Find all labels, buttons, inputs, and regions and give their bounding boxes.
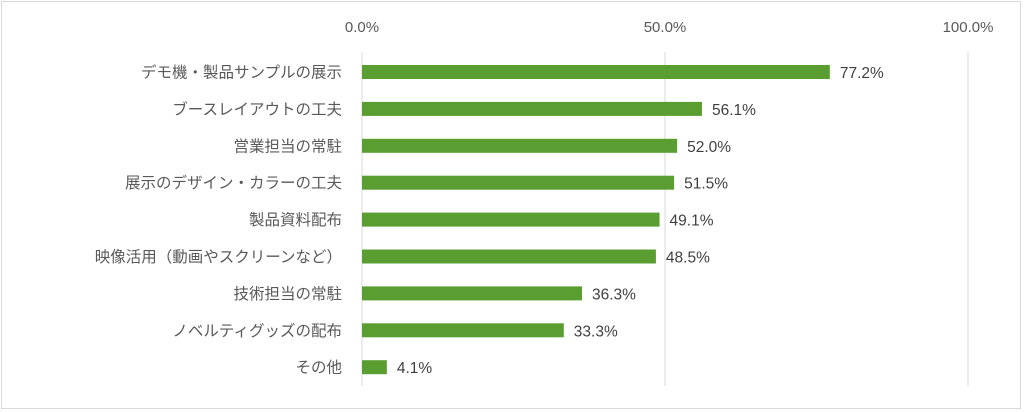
category-label: 展示のデザイン・カラーの工夫 xyxy=(125,173,342,192)
bar xyxy=(362,286,582,301)
category-label: ノベルティグッズの配布 xyxy=(172,322,342,340)
bar xyxy=(362,175,675,190)
value-label: 49.1% xyxy=(670,213,714,230)
category-label: その他 xyxy=(295,359,342,377)
bar xyxy=(362,212,660,227)
bar xyxy=(362,101,702,116)
category-label: 技術担当の常駐 xyxy=(233,285,342,303)
value-label: 36.3% xyxy=(592,286,636,303)
bars xyxy=(362,65,830,375)
value-label: 51.5% xyxy=(684,176,728,193)
bar xyxy=(362,138,678,153)
category-label: デモ機・製品サンプルの展示 xyxy=(141,63,342,82)
bar xyxy=(362,249,656,264)
value-label: 33.3% xyxy=(574,323,618,340)
x-tick-label: 50.0% xyxy=(644,19,687,36)
category-labels: デモ機・製品サンプルの展示ブースレイアウトの工夫営業担当の常駐展示のデザイン・カ… xyxy=(95,63,342,377)
x-tick-label: 100.0% xyxy=(943,19,994,36)
category-label: 映像活用（動画やスクリーンなど） xyxy=(95,248,342,266)
value-label: 77.2% xyxy=(840,65,884,82)
category-label: 営業担当の常駐 xyxy=(233,137,342,155)
x-tick-label: 0.0% xyxy=(345,19,379,36)
bar xyxy=(362,65,830,79)
bar xyxy=(362,360,387,375)
category-label: 製品資料配布 xyxy=(249,211,342,229)
value-label: 56.1% xyxy=(712,102,756,119)
value-label: 4.1% xyxy=(397,360,433,377)
value-label: 52.0% xyxy=(687,139,731,156)
value-labels: 77.2% 56.1% 52.0% 51.5% 49.1% 48.5% 36.3% 33.3%… xyxy=(397,65,884,377)
x-axis-ticks: 0.0% 50.0% 100.0% xyxy=(345,19,994,36)
value-label: 48.5% xyxy=(666,250,710,267)
category-label: ブースレイアウトの工夫 xyxy=(172,99,342,118)
bar xyxy=(362,323,564,338)
